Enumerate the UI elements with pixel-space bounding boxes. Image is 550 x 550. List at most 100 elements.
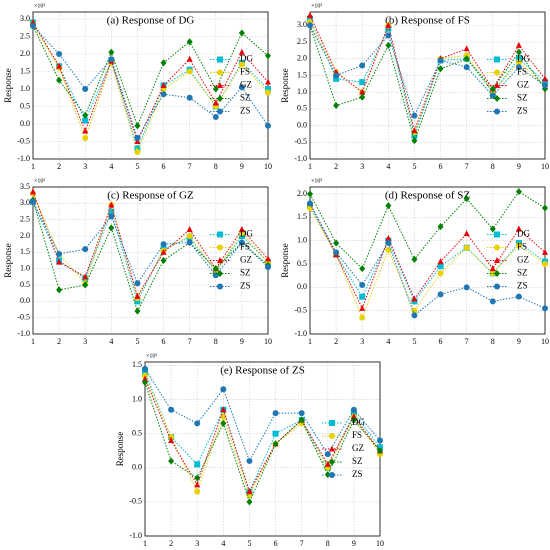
y-multiplier: ×10⁵	[311, 178, 322, 184]
y-tick-label: 0.0	[20, 119, 30, 128]
data-point	[437, 291, 444, 298]
plot-frame	[144, 361, 381, 537]
y-tick-label: 0.5	[20, 101, 30, 110]
data-point	[238, 233, 245, 239]
data-point	[489, 265, 496, 272]
y-tick-label: 3.5	[20, 182, 30, 191]
legend-label: FS	[240, 67, 250, 77]
series-line	[309, 190, 546, 270]
legend-marker	[329, 472, 335, 478]
x-tick-label: 8	[491, 162, 495, 171]
data-point	[515, 41, 522, 48]
data-point	[333, 249, 340, 256]
legend-label: FS	[517, 242, 527, 252]
series-line	[144, 372, 381, 494]
x-tick-label: 1	[308, 162, 312, 171]
data-point	[134, 149, 141, 155]
x-tick-label: 7	[465, 337, 469, 346]
data-point	[82, 111, 89, 119]
data-point	[238, 29, 245, 37]
data-point	[515, 188, 522, 196]
data-point	[385, 32, 392, 39]
x-tick-label: 8	[326, 539, 330, 548]
x-tick-label: 7	[188, 337, 192, 346]
data-point	[385, 25, 392, 32]
y-tick-label: 1.5	[297, 70, 307, 79]
data-point	[82, 117, 89, 124]
data-point	[333, 75, 340, 82]
data-point	[134, 292, 141, 299]
x-tick-label: 5	[135, 337, 139, 346]
x-tick-label: 10	[264, 337, 272, 346]
data-point	[515, 48, 522, 56]
data-point	[160, 241, 167, 248]
legend-marker	[494, 56, 500, 63]
data-point	[160, 257, 167, 264]
data-point	[411, 137, 418, 145]
x-tick-label: 8	[214, 337, 218, 346]
data-point	[108, 208, 115, 215]
data-point	[265, 78, 271, 85]
data-point	[411, 112, 418, 119]
data-point	[186, 55, 193, 62]
legend-marker	[329, 445, 335, 452]
x-tick-label: 3	[360, 162, 364, 171]
data-point	[82, 127, 89, 134]
chart-title: (c) Response of GZ	[107, 190, 194, 202]
data-point	[56, 51, 63, 57]
series-line	[309, 207, 546, 320]
data-point	[134, 280, 141, 287]
series-line	[32, 25, 269, 140]
data-point	[515, 242, 522, 249]
data-point	[220, 406, 227, 413]
y-tick-label: 2.5	[20, 31, 30, 40]
y-multiplier: ×10⁵	[311, 3, 322, 9]
x-tick-label: 8	[491, 337, 495, 346]
legend-marker	[217, 231, 223, 238]
legend-label: FS	[240, 242, 250, 252]
legend-marker	[329, 433, 335, 439]
legend-label: SZ	[517, 268, 528, 278]
data-point	[186, 239, 193, 246]
data-point	[142, 369, 148, 376]
plot-frame	[309, 186, 546, 335]
data-point	[168, 406, 175, 413]
data-point	[212, 265, 219, 273]
y-tick-label: 3.0	[297, 20, 307, 29]
x-tick-label: 2	[57, 162, 61, 171]
data-point	[108, 213, 115, 220]
data-point	[56, 62, 63, 69]
legend-marker	[494, 108, 500, 115]
data-point	[194, 420, 201, 427]
data-point	[333, 102, 340, 110]
series-line	[32, 22, 269, 143]
legend-marker	[494, 95, 500, 102]
y-tick-label: 2.0	[20, 231, 30, 240]
data-point	[30, 198, 36, 205]
y-tick-label: 0.5	[132, 428, 142, 437]
x-tick-label: 5	[247, 539, 251, 548]
y-tick-label: -1.0	[294, 154, 307, 163]
y-tick-label: -1.0	[294, 329, 307, 338]
data-point	[134, 307, 141, 315]
data-point	[212, 114, 219, 120]
x-tick-label: 2	[334, 162, 338, 171]
series-line	[309, 205, 546, 303]
legend-marker	[494, 82, 500, 88]
series-line	[32, 201, 269, 285]
data-point	[265, 255, 271, 262]
data-point	[194, 474, 201, 482]
y-tick-label: 2.0	[297, 189, 307, 198]
series-line	[32, 23, 269, 154]
data-point	[134, 135, 141, 141]
data-point	[142, 375, 148, 382]
data-point	[265, 122, 271, 129]
x-tick-label: 2	[57, 337, 61, 346]
legend-label: GZ	[517, 255, 529, 265]
x-tick-label: 8	[214, 162, 218, 171]
data-point	[108, 224, 115, 232]
y-tick-label: 1.5	[297, 212, 307, 221]
data-point	[385, 41, 392, 49]
x-tick-label: 1	[31, 337, 35, 346]
data-point	[186, 68, 193, 75]
